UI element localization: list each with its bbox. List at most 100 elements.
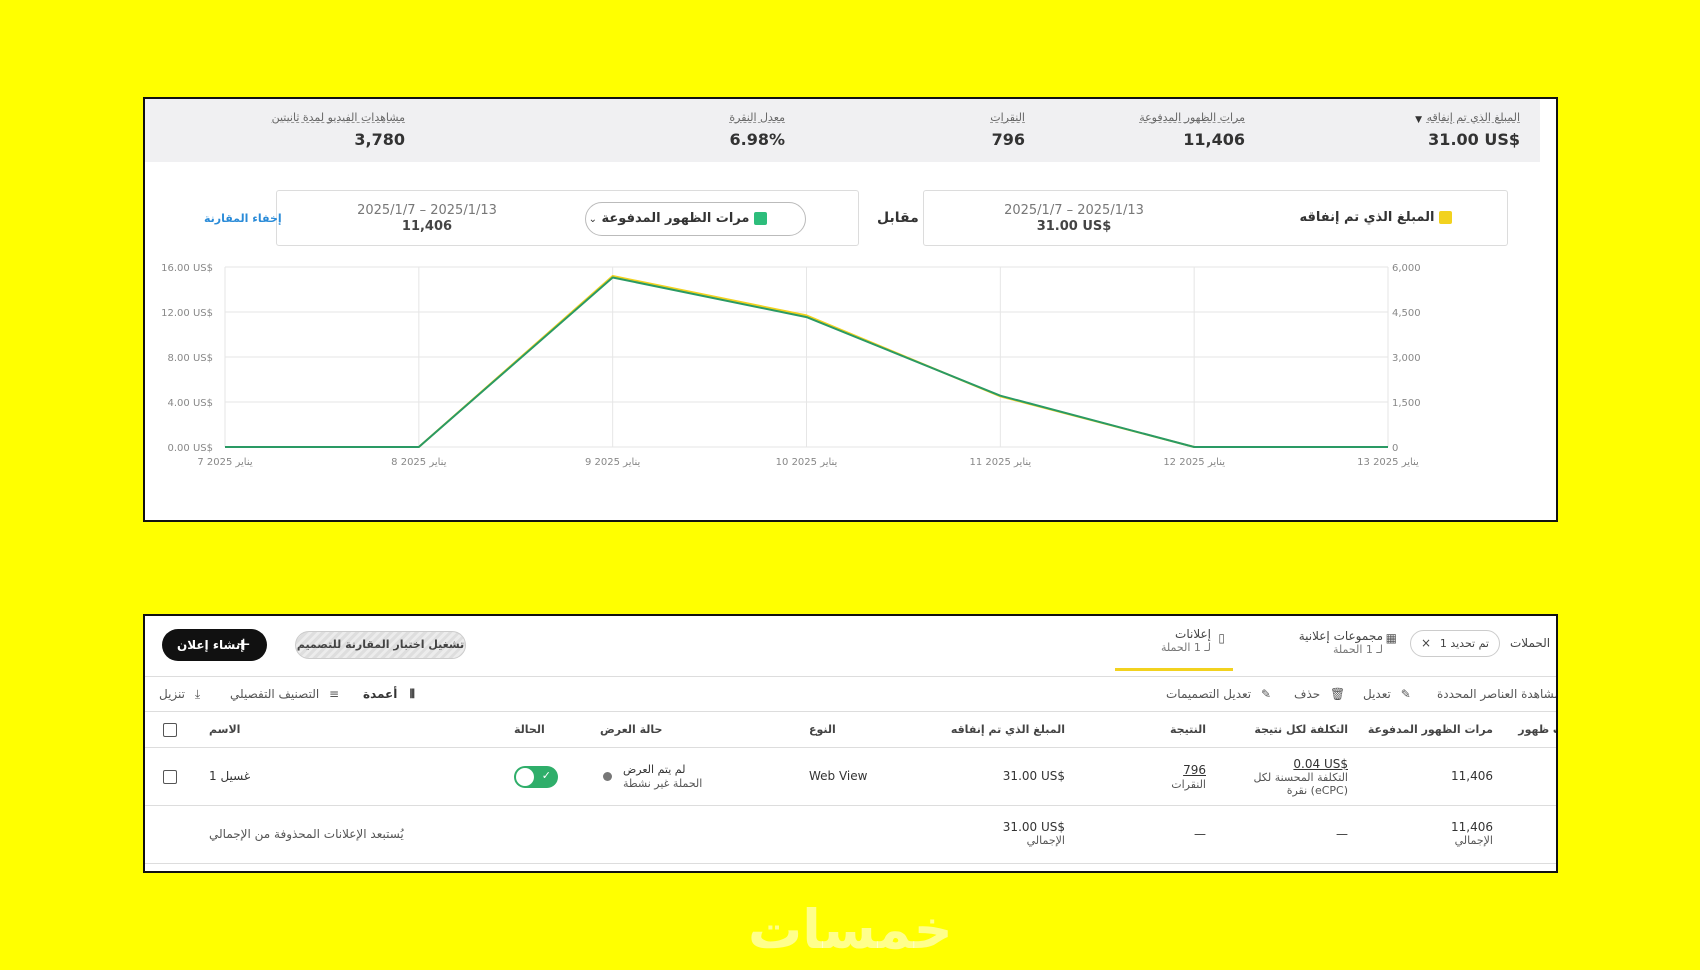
table-toolbar: تنزيل ⤓ التصنيف التفصيلي ≡ أعمدة ⦀ تعديل…: [145, 676, 1558, 712]
metric-label: المبلغ الذي تم إنفاقه: [1426, 111, 1520, 124]
selected-filter-chip[interactable]: تم تحديد 1 ×: [1410, 630, 1500, 657]
toggle-knob: [516, 768, 534, 786]
filter-icon: ≡: [329, 687, 340, 701]
total-spent-label: الإجمالي: [1026, 834, 1065, 847]
col-name[interactable]: الاسم: [209, 723, 241, 736]
columns-label: أعمدة: [363, 687, 398, 701]
x-tick-label: 8 يناير 2025: [391, 457, 447, 468]
y-left-tick-label: 8.00 US$: [168, 353, 213, 364]
create-ad-button[interactable]: + إنشاء إعلان: [162, 629, 267, 661]
chevron-down-icon[interactable]: ▼: [1415, 115, 1422, 125]
check-icon: ✓: [541, 769, 551, 782]
pencil-icon: ✎: [1260, 687, 1272, 701]
breakdown-label: التصنيف التفصيلي: [230, 687, 320, 701]
edit-creatives-button[interactable]: تعديل التصميمات ✎: [1166, 687, 1271, 701]
columns-button[interactable]: أعمدة ⦀: [363, 687, 415, 702]
total-cpr: —: [1336, 827, 1348, 841]
edit-creatives-label: تعديل التصميمات: [1166, 687, 1252, 701]
row-result[interactable]: 796: [1183, 763, 1206, 777]
download-icon: ⤓: [194, 687, 201, 701]
y-right-tick-label: 1,500: [1392, 398, 1421, 409]
col-cost-per-result[interactable]: التكلفة لكل نتيجة: [1254, 723, 1348, 736]
trash-icon: 🗑: [1329, 687, 1346, 701]
plus-icon: +: [236, 634, 252, 655]
delivery-sub: الحملة غير نشطة: [623, 777, 703, 790]
edit-label: تعديل: [1363, 687, 1391, 701]
breakdown-button[interactable]: التصنيف التفصيلي ≡: [230, 687, 339, 701]
row-impressions: 11,406: [1451, 769, 1493, 783]
delete-button[interactable]: حذف 🗑: [1294, 687, 1345, 701]
table-header: الاسم الحالة حالة العرض النوع المبلغ الذ…: [145, 712, 1556, 748]
metric-label: معدل النقرة: [729, 111, 785, 124]
grid-icon: ▦: [1385, 631, 1397, 645]
col-result[interactable]: النتيجة: [1170, 723, 1206, 736]
primary-metric-box[interactable]: المبلغ الذي تم إنفاقه 2025/1/7 – 2025/1/…: [923, 190, 1508, 246]
col-status[interactable]: الحالة: [514, 723, 545, 736]
y-right-tick-label: 0: [1392, 443, 1398, 454]
total-impressions-label: الإجمالي: [1454, 834, 1493, 847]
col-spent[interactable]: المبلغ الذي تم إنفاقه: [950, 723, 1065, 736]
vs-label: مقابل: [877, 210, 919, 226]
secondary-metric-dropdown[interactable]: ⌄ مرات الظهور المدفوعة: [585, 202, 806, 236]
secondary-metric-label: ⌄ مرات الظهور المدفوعة: [589, 211, 767, 226]
columns-icon: ⦀: [409, 687, 415, 701]
metric-tab-video-views[interactable]: مشاهدات الفيديو لمدة ثانيتين 3,780: [245, 99, 405, 162]
ads-table-panel: + إنشاء إعلان تشغيل اختبار المقارنة للتص…: [143, 614, 1558, 873]
metric-tab-ctr[interactable]: معدل النقرة 6.98%: [625, 99, 785, 162]
tab-adsets-title: مجموعات إعلانية: [1298, 629, 1383, 643]
col-type[interactable]: النوع: [809, 723, 836, 736]
y-left-tick-label: 4.00 US$: [168, 398, 213, 409]
chevron-down-icon: ⌄: [588, 214, 598, 225]
download-label: تنزيل: [159, 687, 186, 701]
total-impressions: 11,406: [1451, 820, 1493, 834]
secondary-metric-name: مرات الظهور المدفوعة: [601, 211, 750, 226]
total-note: يُستبعد الإعلانات المحذوفة من الإجمالي: [209, 827, 404, 841]
row-cpr[interactable]: 0.04 US$: [1293, 757, 1348, 771]
tab-campaigns-title: الحملات: [1510, 636, 1551, 650]
view-selected-label: مشاهدة العناصر المحددة: [1437, 687, 1558, 701]
primary-metric-name: المبلغ الذي تم إنفاقه: [1299, 210, 1435, 225]
metric-value: 31.00 US$: [1428, 130, 1520, 149]
delivery-main: لم يتم العرض: [623, 763, 686, 776]
row-checkbox[interactable]: [163, 770, 177, 784]
view-selected-button[interactable]: مشاهدة العناصر المحددة: [1437, 687, 1558, 701]
metric-tab-spent[interactable]: ▼ المبلغ الذي تم إنفاقه 31.00 US$: [1262, 99, 1540, 162]
total-result: —: [1194, 827, 1206, 841]
performance-panel: ▼ المبلغ الذي تم إنفاقه 31.00 US$ مرات ا…: [143, 97, 1558, 522]
tab-ads[interactable]: إعلانات لـ 1 الحملة ▯: [1115, 627, 1233, 671]
table-row[interactable]: غسيل 1 ✓ لم يتم العرض الحملة غير نشطة We…: [145, 748, 1556, 806]
y-left-tick-label: 12.00 US$: [161, 308, 213, 319]
delete-label: حذف: [1294, 687, 1321, 701]
metric-tab-clicks[interactable]: النقرات 796: [865, 99, 1025, 162]
hide-comparison-link[interactable]: إخفاء المقارنة: [204, 212, 282, 225]
metric-label: مشاهدات الفيديو لمدة ثانيتين: [271, 111, 405, 124]
metrics-bar: ▼ المبلغ الذي تم إنفاقه 31.00 US$ مرات ا…: [145, 99, 1540, 162]
close-icon[interactable]: ×: [1421, 636, 1432, 650]
ab-test-button[interactable]: تشغيل اختبار المقارنة للتصميم: [295, 631, 466, 659]
delivery-status-dot: [603, 772, 612, 781]
select-all-checkbox[interactable]: [163, 723, 177, 737]
col-more[interactable]: ت ظهور: [1518, 723, 1556, 736]
tab-ads-title: إعلانات: [1175, 627, 1211, 641]
total-spent: 31.00 US$: [1002, 820, 1065, 834]
col-delivery[interactable]: حالة العرض: [600, 723, 663, 736]
row-cpr-sub2: نقرة (eCPC): [1286, 784, 1348, 797]
status-toggle[interactable]: ✓: [514, 766, 558, 788]
metric-value: 6.98%: [729, 130, 785, 149]
metric-label: مرات الظهور المدفوعة: [1139, 111, 1245, 124]
y-right-tick-label: 4,500: [1392, 308, 1421, 319]
download-button[interactable]: تنزيل ⤓: [159, 687, 200, 702]
y-right-tick-label: 3,000: [1392, 353, 1421, 364]
x-tick-label: 7 يناير 2025: [197, 457, 253, 468]
metric-value: 3,780: [354, 130, 405, 149]
pencil-icon: ✎: [1400, 687, 1411, 701]
x-tick-label: 11 يناير 2025: [969, 457, 1031, 468]
col-impressions[interactable]: مرات الظهور المدفوعة: [1367, 723, 1493, 736]
ad-name[interactable]: غسيل 1: [209, 769, 251, 783]
tab-adsets-sub: لـ 1 الحملة: [1333, 643, 1383, 656]
metric-tab-impressions[interactable]: مرات الظهور المدفوعة 11,406: [1075, 99, 1245, 162]
edit-button[interactable]: تعديل ✎: [1363, 687, 1411, 701]
x-tick-label: 9 يناير 2025: [585, 457, 641, 468]
yellow-swatch-icon: [1439, 211, 1452, 224]
y-left-tick-label: 0.00 US$: [168, 443, 213, 454]
